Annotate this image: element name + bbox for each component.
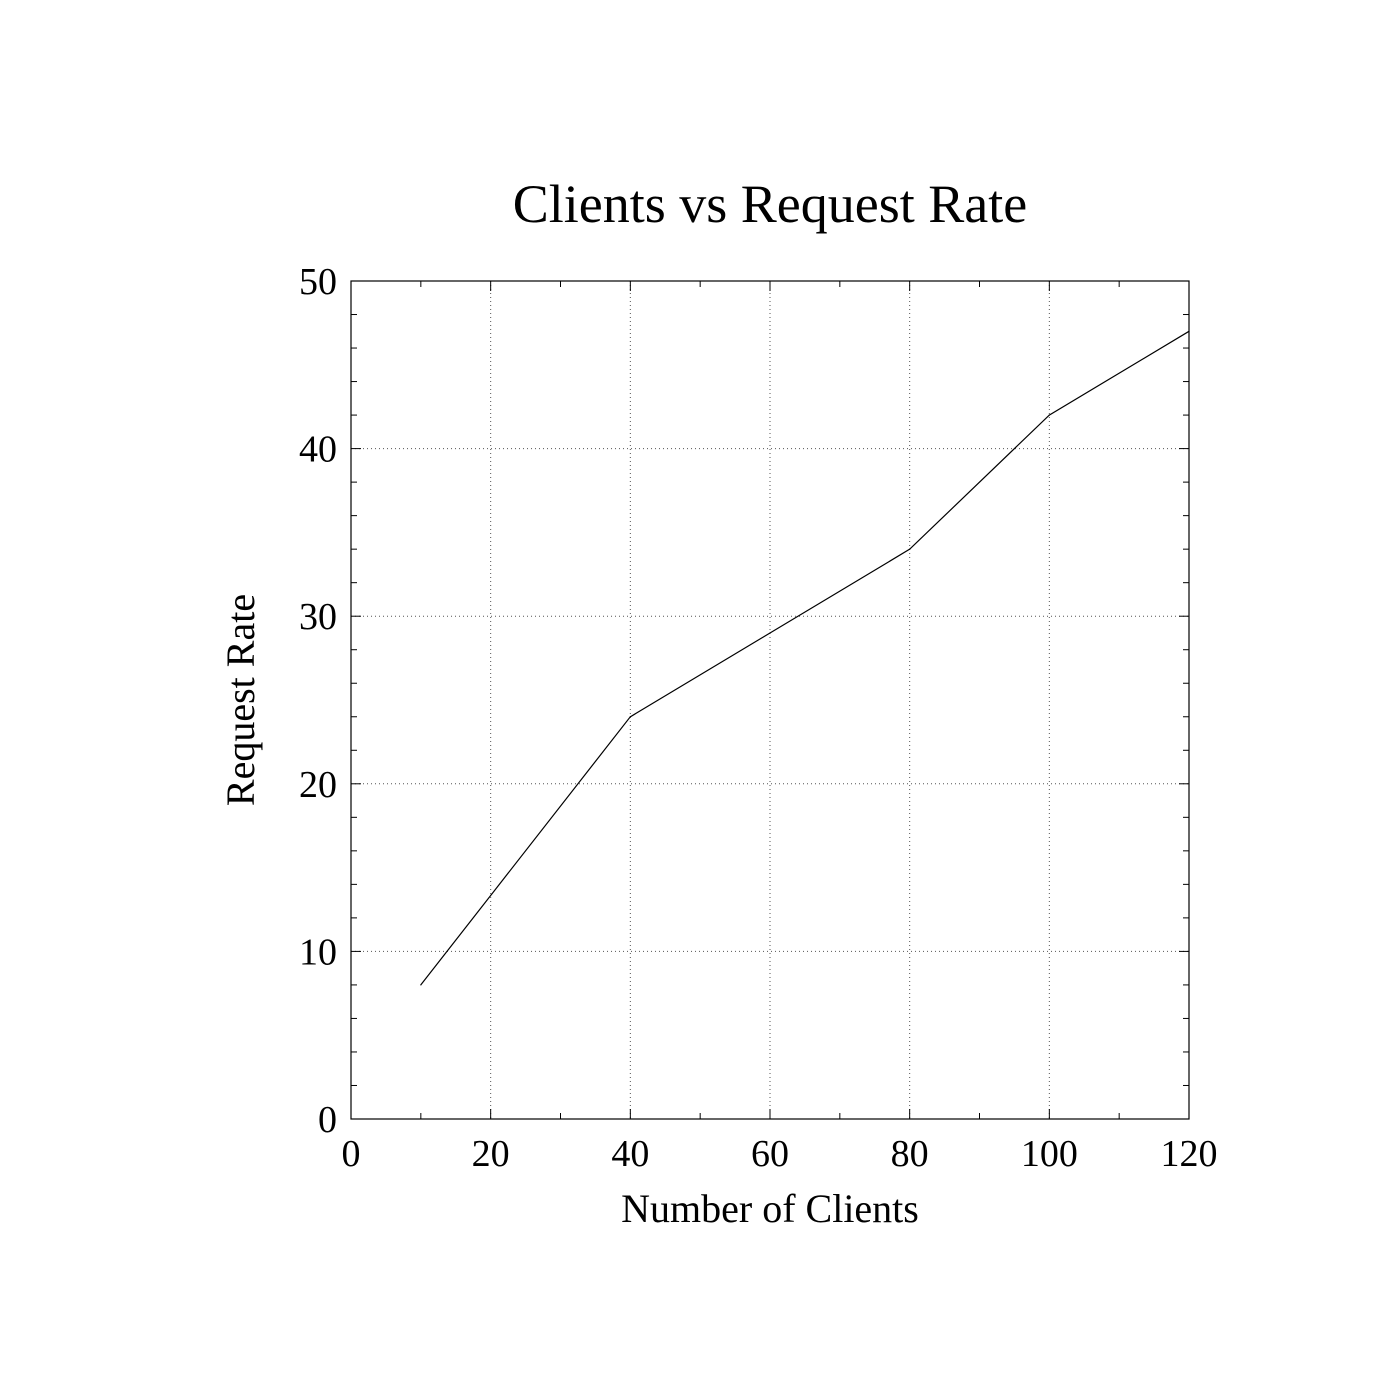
tick-label-layer: 0 20 40 60 80 100 120 0 10 20 30 40 50	[299, 261, 1218, 1175]
y-axis-label: Request Rate	[218, 594, 263, 806]
y-tick-label: 50	[299, 261, 337, 303]
chart-title: Clients vs Request Rate	[513, 174, 1027, 234]
y-tick-label: 30	[299, 596, 337, 638]
plot-frame	[350, 280, 1190, 1120]
y-tick-label: 0	[318, 1099, 337, 1141]
series-line	[420, 330, 1190, 986]
x-tick-label: 60	[751, 1133, 789, 1175]
y-tick-label: 10	[299, 931, 337, 973]
data-point	[769, 632, 771, 634]
x-tick-label: 120	[1161, 1133, 1218, 1175]
data-point	[1048, 414, 1050, 416]
x-tick-label: 0	[342, 1133, 361, 1175]
data-point	[629, 716, 631, 718]
data-point	[420, 984, 422, 986]
x-tick-label: 20	[472, 1133, 510, 1175]
y-tick-label: 40	[299, 429, 337, 471]
x-tick-label: 80	[891, 1133, 929, 1175]
series-layer	[420, 330, 1190, 986]
data-point	[909, 548, 911, 550]
y-tick-label: 20	[299, 764, 337, 806]
x-tick-label: 100	[1021, 1133, 1078, 1175]
x-tick-label: 40	[611, 1133, 649, 1175]
x-axis-label: Number of Clients	[621, 1186, 919, 1231]
